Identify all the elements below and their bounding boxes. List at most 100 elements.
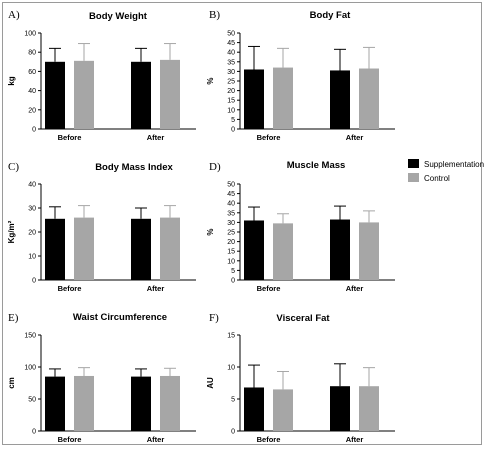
legend: Supplementation Control bbox=[408, 159, 484, 183]
bar-supplementation-before bbox=[45, 218, 65, 280]
y-tick-label: 10 bbox=[227, 365, 235, 372]
y-tick-label: 100 bbox=[24, 365, 36, 372]
y-tick-label: 0 bbox=[231, 278, 235, 285]
y-tick-label: 20 bbox=[227, 239, 235, 246]
y-tick-label: 50 bbox=[28, 397, 36, 404]
chart-body-weight: A) Body Weight kg 0 20 40 60 80 100 Before After bbox=[7, 9, 196, 142]
y-axis-label: cm bbox=[7, 377, 16, 389]
y-tick-label: 10 bbox=[28, 254, 36, 261]
x-category-label-before: Before bbox=[257, 133, 281, 142]
bar-control-after bbox=[160, 375, 180, 431]
y-tick-label: 0 bbox=[231, 127, 235, 134]
y-tick-label: 40 bbox=[227, 201, 235, 208]
bar-control-before bbox=[273, 67, 293, 129]
y-tick-label: 35 bbox=[227, 210, 235, 217]
y-tick-label: 100 bbox=[24, 31, 36, 38]
x-category-label-after: After bbox=[346, 435, 364, 444]
y-tick-label: 20 bbox=[227, 88, 235, 95]
x-category-label-before: Before bbox=[257, 435, 281, 444]
y-axis-label: % bbox=[206, 228, 215, 235]
y-tick-label: 0 bbox=[231, 429, 235, 436]
x-category-label-before: Before bbox=[58, 284, 82, 293]
bar-supplementation-before bbox=[244, 220, 264, 280]
y-tick-label: 30 bbox=[227, 220, 235, 227]
chart-muscle-mass: D) Muscle Mass% 0 5 10 15 20 25 30 35 40 45 50 Before… bbox=[206, 160, 395, 293]
x-category-label-before: Before bbox=[58, 133, 82, 142]
bar-control-before bbox=[273, 223, 293, 280]
bar-control-before bbox=[74, 217, 94, 280]
bar-supplementation-after bbox=[330, 70, 350, 129]
y-tick-label: 20 bbox=[28, 107, 36, 114]
bar-supplementation-after bbox=[131, 218, 151, 280]
y-tick-label: 150 bbox=[24, 333, 36, 340]
y-tick-label: 25 bbox=[227, 230, 235, 237]
y-tick-label: 40 bbox=[227, 50, 235, 57]
y-tick-label: 30 bbox=[28, 206, 36, 213]
chart-title: Body Mass Index bbox=[95, 162, 173, 173]
y-tick-label: 50 bbox=[227, 31, 235, 38]
y-tick-label: 50 bbox=[227, 182, 235, 189]
chart-title: Waist Circumference bbox=[73, 312, 167, 323]
panel-letter: C) bbox=[8, 161, 19, 173]
x-category-label-after: After bbox=[147, 284, 165, 293]
x-category-label-after: After bbox=[346, 284, 364, 293]
y-tick-label: 15 bbox=[227, 333, 235, 340]
bar-control-after bbox=[359, 222, 379, 280]
legend-swatch-supplementation bbox=[408, 159, 419, 168]
chart-title: Body Weight bbox=[89, 11, 148, 22]
y-tick-label: 10 bbox=[227, 258, 235, 265]
y-tick-label: 10 bbox=[227, 107, 235, 114]
y-tick-label: 80 bbox=[28, 50, 36, 57]
y-tick-label: 0 bbox=[32, 429, 36, 436]
chart-title: Body Fat bbox=[310, 10, 351, 21]
chart-body-mass-index: C) Body Mass Index Kg/m² 0 10 20 30 40 Before Aft… bbox=[7, 161, 196, 293]
legend-swatch-control bbox=[408, 173, 419, 182]
chart-body-fat: B) Body Fat% 0 5 10 15 20 25 30 35 40 45 50 Before Aft… bbox=[206, 9, 395, 142]
y-tick-label: 0 bbox=[32, 278, 36, 285]
y-axis-label: % bbox=[206, 77, 215, 84]
y-axis-label: Kg/m² bbox=[7, 220, 16, 243]
bar-supplementation-before bbox=[45, 376, 65, 431]
x-category-label-after: After bbox=[147, 435, 165, 444]
bar-supplementation-after bbox=[330, 386, 350, 431]
y-tick-label: 5 bbox=[231, 117, 235, 124]
bar-control-before bbox=[74, 375, 94, 431]
bar-supplementation-before bbox=[244, 69, 264, 129]
panel-letter: A) bbox=[8, 9, 20, 21]
panel-letter: B) bbox=[209, 9, 220, 21]
chart-title: Visceral Fat bbox=[276, 313, 330, 324]
bar-control-after bbox=[359, 68, 379, 129]
y-tick-label: 40 bbox=[28, 182, 36, 189]
y-tick-label: 5 bbox=[231, 397, 235, 404]
bar-supplementation-before bbox=[244, 387, 264, 431]
y-tick-label: 0 bbox=[32, 127, 36, 134]
bar-supplementation-after bbox=[131, 376, 151, 431]
y-tick-label: 15 bbox=[227, 98, 235, 105]
chart-title: Muscle Mass bbox=[287, 160, 346, 171]
y-tick-label: 15 bbox=[227, 249, 235, 256]
legend-label-supplementation: Supplementation bbox=[424, 160, 484, 169]
y-tick-label: 5 bbox=[231, 268, 235, 275]
x-category-label-before: Before bbox=[257, 284, 281, 293]
bar-supplementation-after bbox=[330, 219, 350, 280]
panel-letter: E) bbox=[8, 312, 19, 324]
bar-supplementation-after bbox=[131, 61, 151, 129]
x-category-label-after: After bbox=[147, 133, 165, 142]
y-tick-label: 20 bbox=[28, 230, 36, 237]
panel-letter: D) bbox=[209, 161, 221, 173]
x-category-label-before: Before bbox=[58, 435, 82, 444]
y-tick-label: 25 bbox=[227, 79, 235, 86]
y-tick-label: 40 bbox=[28, 88, 36, 95]
y-tick-label: 45 bbox=[227, 40, 235, 47]
bar-control-after bbox=[160, 59, 180, 129]
bar-control-after bbox=[160, 217, 180, 280]
x-category-label-after: After bbox=[346, 133, 364, 142]
bar-control-before bbox=[74, 60, 94, 130]
chart-visceral-fat: F) Visceral Fat AU 0 5 10 15 Before After bbox=[206, 312, 395, 444]
y-tick-label: 60 bbox=[28, 69, 36, 76]
legend-label-control: Control bbox=[424, 174, 450, 183]
bar-supplementation-before bbox=[45, 61, 65, 129]
chart-waist-circumference: E) Waist Circumference cm 0 50 100 150 Before Af… bbox=[7, 312, 196, 444]
y-axis-label: kg bbox=[7, 76, 16, 85]
bar-control-before bbox=[273, 389, 293, 431]
